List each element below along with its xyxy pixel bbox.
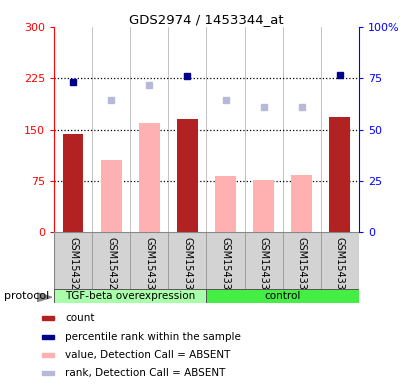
Bar [207, 289, 359, 303]
Text: GSM154330: GSM154330 [144, 237, 154, 296]
Text: percentile rank within the sample: percentile rank within the sample [65, 332, 241, 342]
Text: GSM154333: GSM154333 [259, 237, 269, 296]
Title: GDS2974 / 1453344_at: GDS2974 / 1453344_at [129, 13, 284, 26]
Polygon shape [37, 293, 52, 301]
Bar [42, 371, 54, 375]
Text: GSM154332: GSM154332 [220, 237, 230, 296]
Text: value, Detection Call = ABSENT: value, Detection Call = ABSENT [65, 350, 231, 360]
Text: GSM154331: GSM154331 [183, 237, 193, 296]
Bar [177, 119, 198, 232]
Bar [42, 353, 54, 357]
Bar [63, 134, 83, 232]
Bar [101, 161, 122, 232]
Bar [54, 289, 207, 303]
Bar [139, 123, 160, 232]
Bar [291, 175, 312, 232]
Bar [253, 180, 274, 232]
Text: control: control [264, 291, 301, 301]
Text: GSM154334: GSM154334 [297, 237, 307, 296]
Text: protocol: protocol [4, 291, 49, 301]
Text: TGF-beta overexpression: TGF-beta overexpression [65, 291, 195, 301]
Text: rank, Detection Call = ABSENT: rank, Detection Call = ABSENT [65, 368, 226, 378]
Text: GSM154328: GSM154328 [68, 237, 78, 296]
Text: GSM154329: GSM154329 [106, 237, 116, 296]
Bar [215, 176, 236, 232]
Bar [42, 334, 54, 339]
Bar [42, 316, 54, 320]
Bar [330, 117, 350, 232]
Text: GSM154335: GSM154335 [335, 237, 345, 296]
Text: count: count [65, 313, 95, 323]
